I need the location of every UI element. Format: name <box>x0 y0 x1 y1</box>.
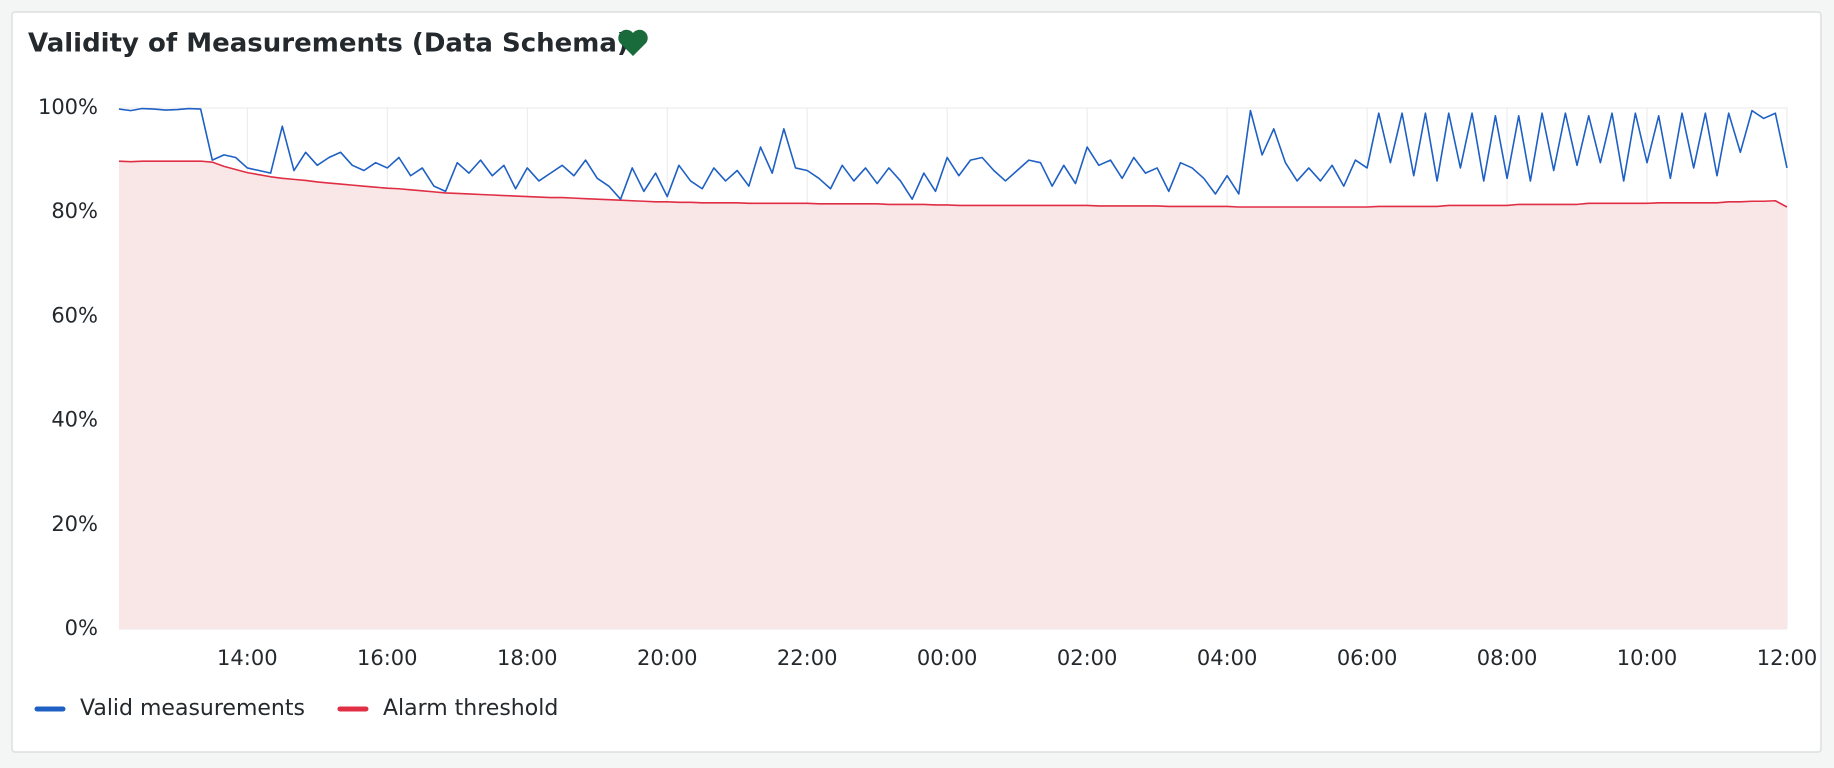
threshold-area <box>119 161 1787 629</box>
x-tick-label: 00:00 <box>917 646 978 670</box>
legend-label: Alarm threshold <box>383 696 558 721</box>
legend-label: Valid measurements <box>80 696 305 721</box>
series-line <box>118 107 1788 200</box>
y-tick-label: 80% <box>51 199 98 223</box>
x-tick-label: 10:00 <box>1617 646 1678 670</box>
y-tick-label: 0% <box>65 616 98 640</box>
x-tick-label: 22:00 <box>777 646 838 670</box>
y-tick-label: 60% <box>51 303 98 327</box>
x-tick-label: 20:00 <box>637 646 698 670</box>
y-tick-label: 100% <box>38 95 98 119</box>
series-line <box>118 160 1788 208</box>
x-tick-label: 08:00 <box>1477 646 1538 670</box>
plot: 0% 20% 40% 60% 80% 100% 14:00 16:00 18:00 20:00 22… <box>38 95 1817 670</box>
x-tick-label: 02:00 <box>1057 646 1118 670</box>
x-tick-label: 12:00 <box>1757 646 1818 670</box>
y-tick-label: 20% <box>51 512 98 536</box>
x-tick-label: 04:00 <box>1197 646 1258 670</box>
y-tick-label: 40% <box>51 408 98 432</box>
chart-title: Validity of Measurements (Data Schema) <box>28 29 629 59</box>
x-tick-label: 16:00 <box>357 646 418 670</box>
x-tick-label: 18:00 <box>497 646 558 670</box>
x-tick-label: 14:00 <box>217 646 278 670</box>
health-icon[interactable] <box>618 29 648 56</box>
x-tick-label: 06:00 <box>1337 646 1398 670</box>
